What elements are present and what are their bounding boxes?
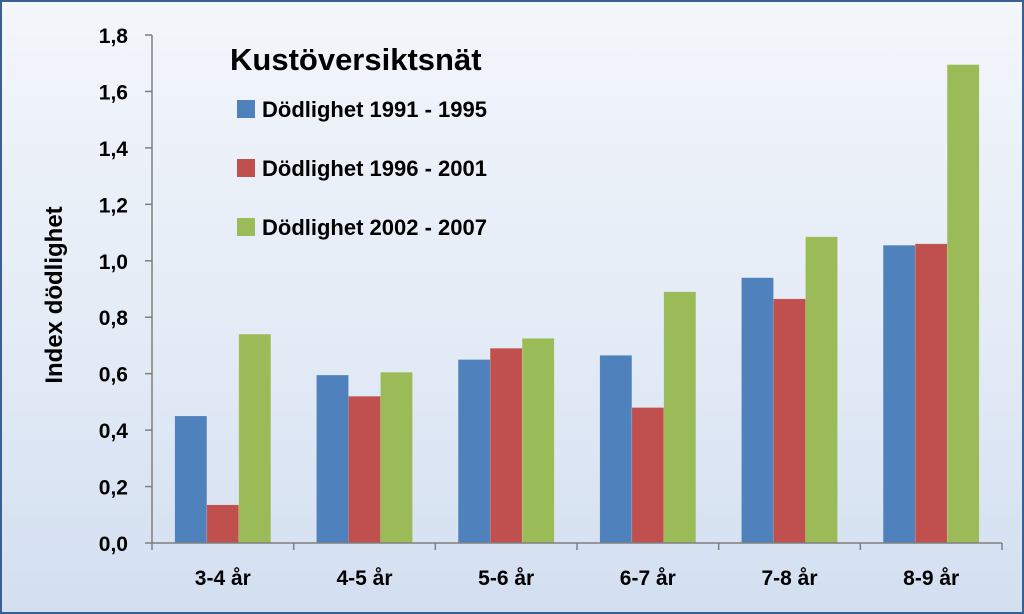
bar xyxy=(882,245,916,544)
legend-swatch xyxy=(237,100,255,118)
legend-label: Dödlighet 2002 - 2007 xyxy=(262,215,487,240)
y-tick-label: 1,4 xyxy=(99,138,129,161)
legend: Dödlighet 1991 - 1995 Dödlighet 1996 - 20… xyxy=(237,97,487,240)
bar xyxy=(238,333,272,544)
bar xyxy=(457,359,491,544)
y-tick-label: 0,6 xyxy=(99,364,128,387)
bar xyxy=(741,277,774,544)
x-tick-label: 6-7 år xyxy=(620,567,676,590)
legend-swatch xyxy=(237,159,255,177)
y-axis-title: Index dödlighet xyxy=(41,206,68,383)
bar xyxy=(316,374,349,544)
x-tick-label: 5-6 år xyxy=(478,567,534,590)
x-tick-label: 3-4 år xyxy=(195,567,251,590)
y-tick-label: 0,4 xyxy=(99,420,129,443)
bar xyxy=(521,338,555,544)
legend-label: Dödlighet 1991 - 1995 xyxy=(262,97,487,122)
bar xyxy=(946,64,980,544)
bar xyxy=(599,355,633,544)
y-tick-label: 1,8 xyxy=(99,25,129,48)
bar xyxy=(348,395,381,544)
bar xyxy=(914,243,948,544)
y-tick-label: 1,6 xyxy=(99,81,128,104)
bars xyxy=(174,64,980,544)
legend-label: Dödlighet 1996 - 2001 xyxy=(262,156,487,181)
bar xyxy=(380,372,413,544)
y-tick-label: 0,0 xyxy=(99,533,128,556)
x-tick-label: 7-8 år xyxy=(761,567,817,590)
bar xyxy=(631,407,665,544)
x-tick-label: 4-5 år xyxy=(336,567,392,590)
x-tick-label: 8-9 år xyxy=(903,567,959,590)
bar xyxy=(663,291,697,544)
bar xyxy=(773,298,806,544)
chart-title: Kustöversiktsnät xyxy=(230,42,482,77)
bar xyxy=(805,236,838,544)
y-tick-label: 1,2 xyxy=(99,194,128,217)
y-tick-label: 0,8 xyxy=(99,307,129,330)
bar xyxy=(206,504,240,544)
bar xyxy=(174,415,208,544)
legend-swatch xyxy=(237,218,255,236)
bar xyxy=(489,348,523,544)
axes: 0,0 0,2 0,4 0,6 0,8 1,0 1,2 1,4 1,6 1,8 3-4 år 4-5 … xyxy=(99,25,1003,590)
y-tick-label: 0,2 xyxy=(99,477,128,500)
y-tick-label: 1,0 xyxy=(99,251,128,274)
